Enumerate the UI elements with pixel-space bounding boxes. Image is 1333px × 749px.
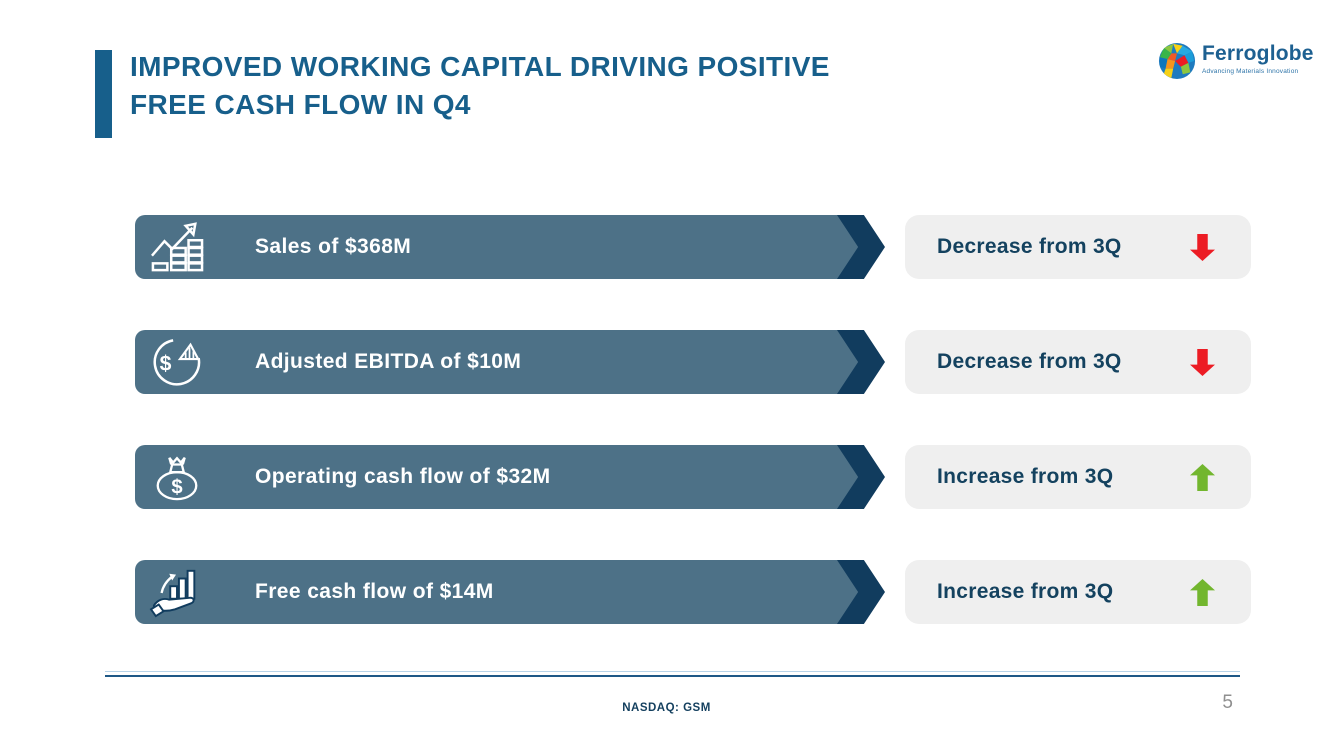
page-title: IMPROVED WORKING CAPITAL DRIVING POSITIV… — [130, 48, 890, 124]
trend-down-arrow-icon — [1190, 234, 1215, 261]
banner-body — [135, 330, 847, 394]
money-bag-icon: $ — [149, 451, 205, 503]
status-pill: Decrease from 3Q — [905, 215, 1251, 279]
ebitda-pie-chart-icon: $ — [149, 336, 205, 388]
banner-body — [135, 215, 847, 279]
metric-banner: $ Adjusted EBITDA of $10M — [135, 330, 885, 394]
metric-banner: Free cash flow of $14M — [135, 560, 885, 624]
metric-row-ebitda: $ Adjusted EBITDA of $10M Decrease from … — [135, 330, 1251, 394]
status-text: Increase from 3Q — [937, 465, 1114, 488]
status-pill: Increase from 3Q — [905, 560, 1251, 624]
svg-text:$: $ — [171, 476, 182, 498]
trend-up-arrow-icon — [1190, 464, 1215, 491]
status-pill: Decrease from 3Q — [905, 330, 1251, 394]
logo-tagline: Advancing Materials Innovation — [1202, 68, 1299, 75]
page-number: 5 — [1222, 692, 1233, 713]
trend-down-arrow-icon — [1190, 349, 1215, 376]
title-line-2: FREE CASH FLOW IN Q4 — [130, 89, 471, 120]
footer-divider — [105, 671, 1240, 677]
banner-body — [135, 560, 847, 624]
hand-holding-bars-icon — [149, 566, 205, 618]
globe-mosaic-icon — [1158, 42, 1196, 85]
metric-row-free-cash-flow: Free cash flow of $14M Increase from 3Q — [135, 560, 1251, 624]
metric-label: Free cash flow of $14M — [255, 580, 494, 603]
metric-row-sales: Sales of $368M Decrease from 3Q — [135, 215, 1251, 279]
title-line-1: IMPROVED WORKING CAPITAL DRIVING POSITIV… — [130, 51, 830, 82]
metric-label: Adjusted EBITDA of $10M — [255, 350, 522, 373]
banner-body — [135, 445, 847, 509]
footer-ticker: NASDAQ: GSM — [622, 702, 711, 714]
status-text: Increase from 3Q — [937, 580, 1114, 603]
status-text: Decrease from 3Q — [937, 235, 1122, 258]
trend-up-arrow-icon — [1190, 579, 1215, 606]
ferroglobe-logo: Ferroglobe Advancing Materials Innovatio… — [1158, 42, 1314, 85]
logo-wordmark: Ferroglobe — [1202, 42, 1314, 65]
metric-row-operating-cash-flow: $ Operating cash flow of $32M Increase f… — [135, 445, 1251, 509]
sales-growth-chart-icon — [149, 221, 205, 273]
metric-banner: Sales of $368M — [135, 215, 885, 279]
metric-label: Sales of $368M — [255, 235, 412, 258]
status-pill: Increase from 3Q — [905, 445, 1251, 509]
metric-banner: $ Operating cash flow of $32M — [135, 445, 885, 509]
svg-text:$: $ — [160, 353, 172, 376]
status-text: Decrease from 3Q — [937, 350, 1122, 373]
metric-label: Operating cash flow of $32M — [255, 465, 551, 488]
title-accent-bar — [95, 50, 112, 138]
